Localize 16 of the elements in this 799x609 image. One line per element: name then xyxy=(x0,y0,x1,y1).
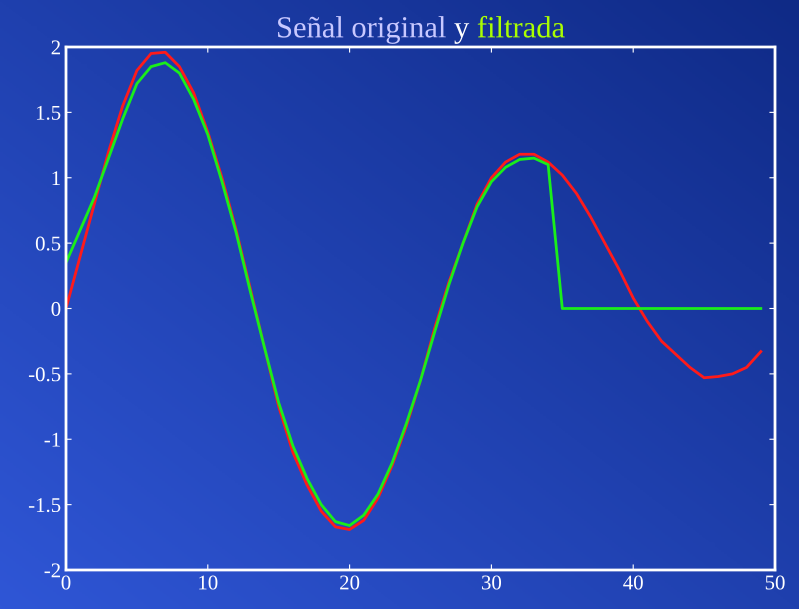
y-tick-label: -1.5 xyxy=(28,498,60,512)
x-tick-label: 20 xyxy=(340,575,360,590)
y-tick-label: 0 xyxy=(52,302,60,316)
y-tick-label: 2 xyxy=(52,40,60,54)
x-tick-label: 10 xyxy=(199,575,218,590)
chart-title: Señal original y filtrada xyxy=(278,16,565,44)
y-tick-label: 1 xyxy=(52,171,60,185)
y-tick-label: 1.5 xyxy=(36,106,60,120)
x-tick-label: 50 xyxy=(766,575,785,590)
y-tick-label: -0.5 xyxy=(28,367,60,382)
y-tick-label: -2 xyxy=(44,563,60,578)
y-tick-label: -1 xyxy=(44,432,60,446)
x-tick-label: 40 xyxy=(623,575,643,590)
x-tick-label: 0 xyxy=(62,575,70,590)
y-tick-label: 0.5 xyxy=(36,236,60,251)
x-tick-label: 30 xyxy=(482,575,502,590)
